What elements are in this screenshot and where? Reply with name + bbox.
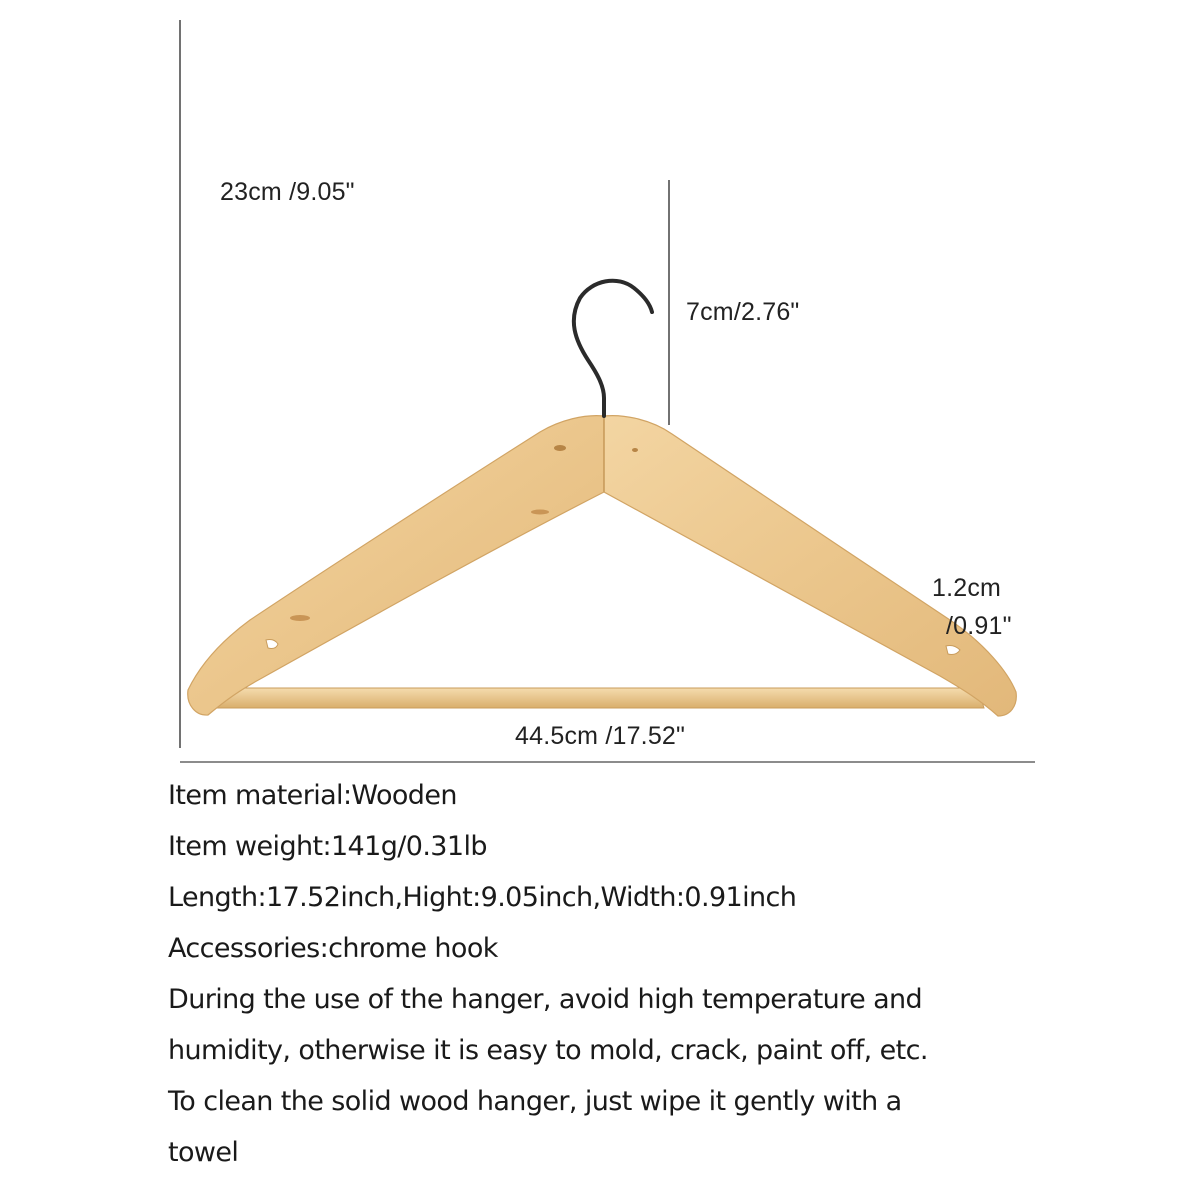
hanger-dimension-diagram: 23cm /9.05" 7cm/2.76" 1.2cm /0.91" 44.5c…: [179, 20, 1035, 763]
hanger-crossbar: [211, 687, 985, 709]
spec-cleaning-line-1: To clean the solid wood hanger, just wip…: [168, 1086, 902, 1117]
hanger-left-arm: [187, 415, 605, 716]
wood-knot: [531, 509, 549, 515]
left-arm-notch: [265, 639, 279, 649]
spec-weight: Item weight:141g/0.31lb: [168, 831, 488, 862]
chrome-hook-icon: [571, 278, 654, 418]
hanger-illustration: [179, 20, 1035, 763]
spec-size: Length:17.52inch,Hight:9.05inch,Width:0.…: [168, 882, 797, 913]
wood-knot: [290, 615, 310, 621]
width-inch-label: /0.91": [946, 612, 1012, 640]
hanger-right-arm: [603, 415, 1017, 717]
right-arm-notch: [945, 645, 961, 655]
spec-cleaning-line-2: towel: [168, 1137, 239, 1168]
spec-care-note-line-1: During the use of the hanger, avoid high…: [168, 984, 923, 1015]
total-height-label: 23cm /9.05": [220, 178, 355, 206]
product-spec-list: Item material:Wooden Item weight:141g/0.…: [168, 770, 1168, 1178]
spec-accessories: Accessories:chrome hook: [168, 933, 498, 964]
width-cm-label: 1.2cm: [932, 574, 1002, 602]
spec-care-note-line-2: humidity, otherwise it is easy to mold, …: [168, 1035, 928, 1066]
hook-height-label: 7cm/2.76": [686, 298, 800, 326]
spec-material: Item material:Wooden: [168, 780, 457, 811]
wood-knot: [632, 448, 638, 452]
length-label: 44.5cm /17.52": [515, 722, 686, 750]
wood-knot: [554, 445, 566, 451]
